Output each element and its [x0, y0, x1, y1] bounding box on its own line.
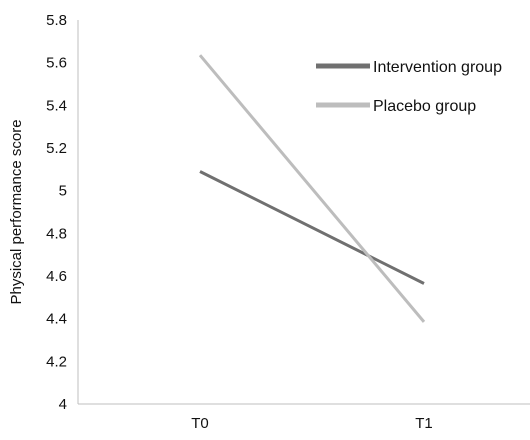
- series-line-intervention: [199, 170, 425, 285]
- legend-label-intervention: Intervention group: [373, 59, 502, 76]
- series-line-placebo: [198, 54, 426, 323]
- y-tick-label: 5.8: [46, 12, 67, 29]
- y-axis-label: Physical performance score: [8, 119, 25, 304]
- y-tick-label: 4.6: [46, 268, 67, 285]
- y-tick-labels: 5.8 5.6 5.4 5.2 5 4.8 4.6 4.4 4.2 4: [46, 12, 67, 413]
- y-tick-label: 5.6: [46, 55, 67, 72]
- legend-label-placebo: Placebo group: [373, 98, 476, 115]
- x-tick-label: T1: [415, 415, 433, 432]
- y-tick-label: 4.2: [46, 353, 67, 370]
- series-lines: [198, 54, 426, 323]
- y-tick-label: 4.8: [46, 225, 67, 242]
- y-tick-label: 5: [59, 183, 67, 200]
- axes: [77, 20, 530, 405]
- x-tick-label: T0: [191, 415, 209, 432]
- y-tick-label: 4.4: [46, 311, 67, 328]
- y-tick-label: 4: [59, 396, 67, 413]
- x-tick-labels: T0 T1: [191, 415, 433, 432]
- legend: Intervention group Placebo group: [316, 59, 502, 115]
- y-tick-label: 5.2: [46, 140, 67, 157]
- y-tick-label: 5.4: [46, 97, 67, 114]
